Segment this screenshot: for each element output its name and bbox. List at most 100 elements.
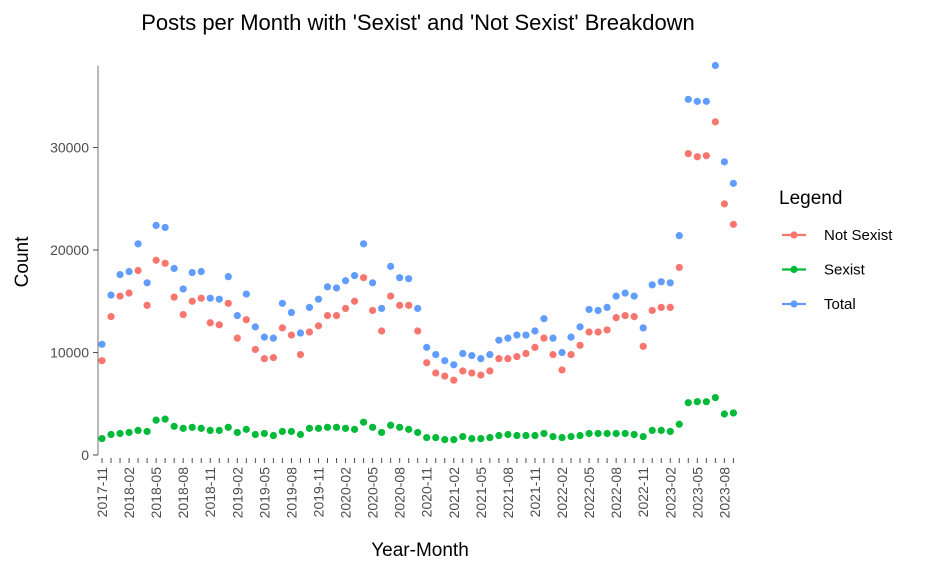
- data-point: [540, 334, 548, 342]
- plot-points: [98, 61, 738, 444]
- data-point: [242, 425, 250, 433]
- data-point: [630, 430, 638, 439]
- data-point: [468, 351, 476, 360]
- x-tick-label: 2019-08: [283, 467, 299, 519]
- data-point: [567, 432, 575, 441]
- data-point: [332, 312, 341, 320]
- data-point: [287, 331, 296, 339]
- data-point: [260, 333, 268, 341]
- data-point: [486, 367, 494, 375]
- data-point: [648, 426, 656, 434]
- data-point: [369, 423, 377, 431]
- data-point: [134, 426, 142, 434]
- data-point: [684, 150, 692, 158]
- data-point: [260, 355, 268, 363]
- data-point: [513, 353, 521, 361]
- data-point: [107, 313, 115, 321]
- data-point: [387, 421, 395, 429]
- x-tick-label: 2019-02: [229, 467, 245, 519]
- data-point: [414, 327, 422, 335]
- data-point: [594, 429, 602, 438]
- data-point: [702, 398, 710, 406]
- x-tick-label: 2019-05: [256, 467, 272, 519]
- data-point: [711, 394, 719, 402]
- data-point: [540, 429, 548, 438]
- data-point: [576, 323, 584, 331]
- data-point: [468, 369, 476, 377]
- data-point: [332, 423, 341, 431]
- data-point: [197, 294, 205, 302]
- x-tick-label: 2018-05: [148, 467, 164, 519]
- x-tick-label: 2020-08: [392, 467, 408, 519]
- legend-label: Total: [824, 296, 856, 313]
- series-sexist: [98, 394, 738, 444]
- data-point: [522, 431, 530, 440]
- data-point: [423, 359, 431, 367]
- x-tick-label: 2019-11: [310, 467, 326, 518]
- data-point: [341, 304, 350, 313]
- data-point: [603, 303, 611, 311]
- data-point: [143, 279, 151, 287]
- legend-label: Sexist: [824, 262, 866, 279]
- data-point: [323, 423, 332, 431]
- series-not-sexist: [98, 118, 738, 384]
- data-point: [504, 430, 512, 439]
- data-point: [648, 281, 656, 289]
- data-point: [432, 433, 440, 442]
- data-point: [549, 432, 557, 441]
- data-point: [441, 436, 449, 444]
- data-point: [711, 118, 719, 126]
- data-point: [378, 428, 386, 437]
- data-point: [188, 423, 196, 431]
- data-point: [125, 428, 133, 437]
- data-point: [405, 301, 413, 309]
- data-point: [260, 429, 268, 438]
- data-point: [414, 428, 422, 437]
- data-point: [576, 431, 584, 440]
- data-point: [423, 433, 431, 442]
- data-point: [693, 153, 701, 161]
- data-point: [206, 294, 214, 302]
- data-point: [432, 350, 440, 359]
- data-point: [188, 268, 196, 277]
- data-point: [314, 424, 323, 432]
- data-point: [269, 354, 277, 362]
- data-point: [612, 292, 620, 300]
- data-point: [323, 312, 332, 320]
- data-point: [378, 327, 386, 335]
- data-point: [666, 427, 674, 436]
- x-tick-label: 2023-05: [689, 467, 705, 519]
- series-total: [98, 61, 738, 369]
- data-point: [179, 285, 187, 293]
- data-point: [161, 223, 169, 232]
- data-point: [350, 425, 359, 433]
- data-point: [630, 292, 638, 300]
- data-point: [359, 418, 368, 426]
- data-point: [107, 430, 115, 439]
- data-point: [585, 328, 593, 336]
- data-point: [305, 303, 314, 311]
- x-tick-label: 2021-02: [446, 467, 462, 519]
- legend: Legend Not Sexist Sexist Total: [779, 188, 893, 313]
- data-point: [531, 327, 539, 335]
- data-point: [251, 430, 259, 439]
- data-point: [477, 371, 485, 379]
- x-axis-title: Year-Month: [371, 540, 469, 561]
- data-point: [459, 349, 467, 358]
- data-point: [233, 428, 241, 437]
- data-point: [305, 424, 314, 432]
- data-point: [359, 240, 368, 248]
- data-point: [341, 277, 350, 285]
- data-point: [296, 329, 305, 337]
- data-point: [675, 232, 683, 240]
- data-point: [459, 432, 467, 441]
- data-point: [98, 357, 106, 365]
- data-point: [215, 426, 223, 434]
- data-point: [405, 425, 413, 433]
- data-point: [720, 158, 728, 166]
- data-point: [531, 343, 539, 351]
- data-point: [603, 326, 611, 334]
- data-point: [116, 271, 124, 279]
- data-point: [612, 429, 620, 438]
- data-point: [359, 274, 368, 282]
